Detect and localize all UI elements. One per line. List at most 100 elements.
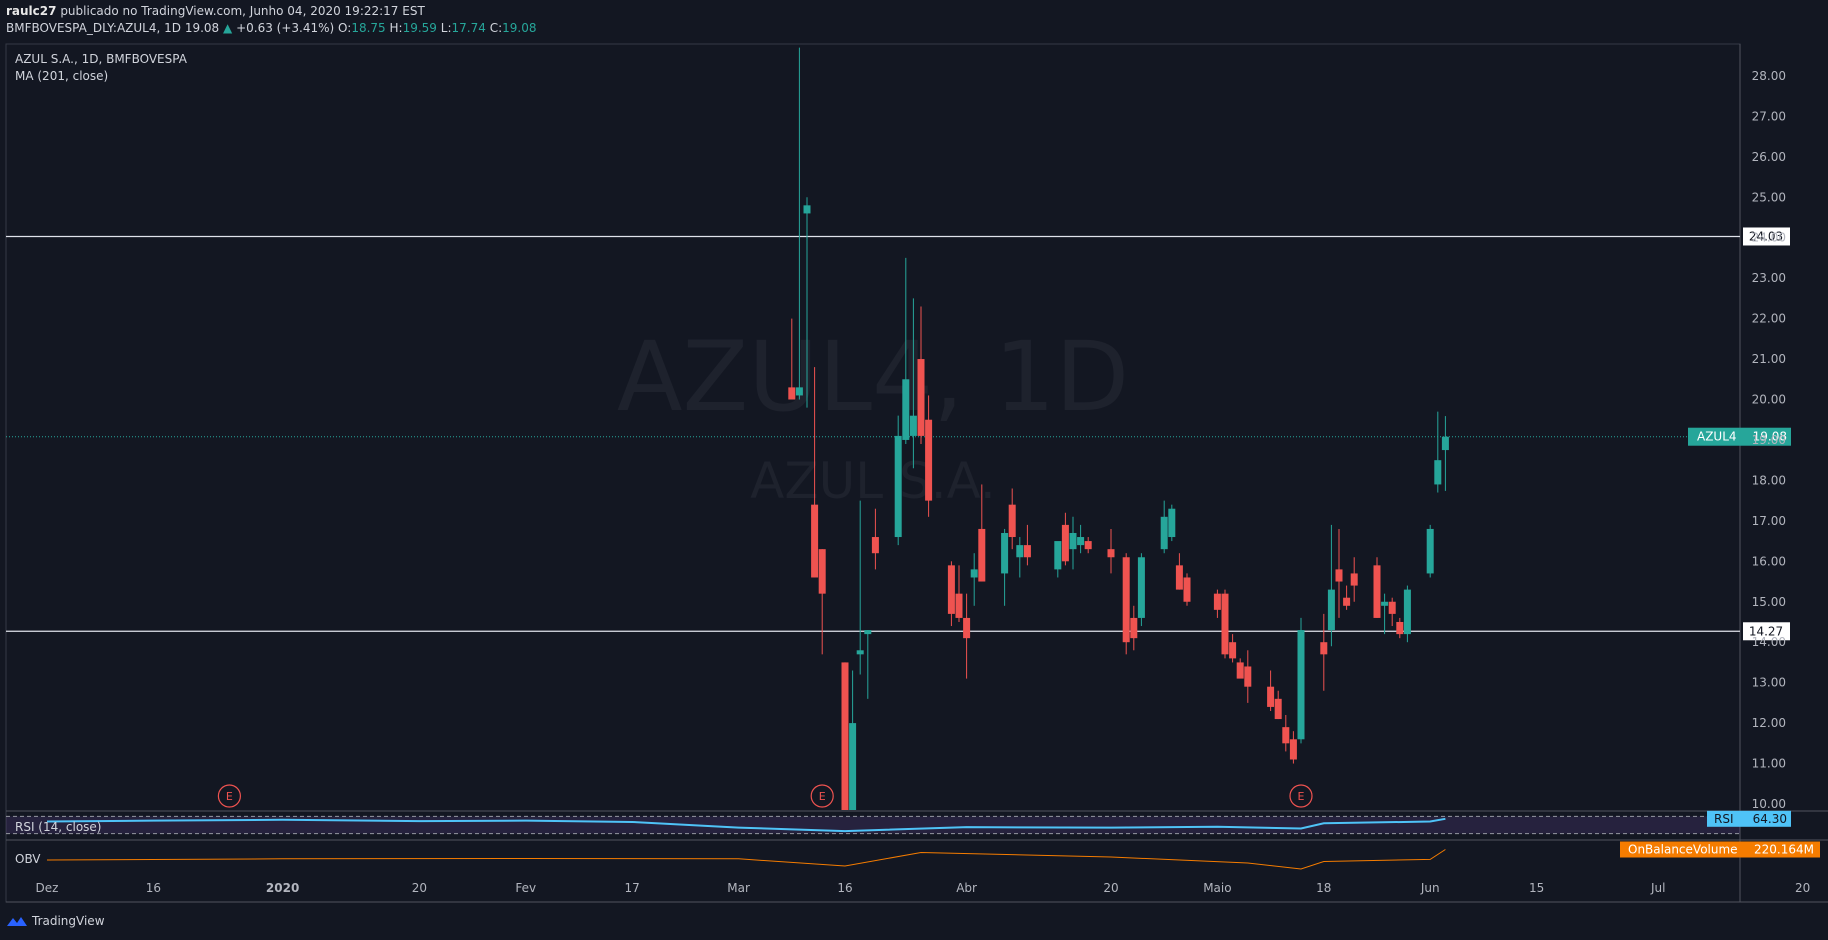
candle-body <box>795 387 803 396</box>
open-value: 18.75 <box>351 21 386 35</box>
watermark-main: AZUL4, 1D <box>617 321 1129 433</box>
level-price-label: 14.27 <box>1749 624 1783 638</box>
level-price-label: 24.03 <box>1749 229 1783 243</box>
legend-ma: MA (201, close) <box>15 69 109 83</box>
time-tick-label: 2020 <box>266 881 299 895</box>
candle-body <box>1327 589 1335 631</box>
price-tick-label: 26.00 <box>1752 150 1786 164</box>
candle-body <box>1274 698 1282 720</box>
price-tick-label: 21.00 <box>1752 352 1786 366</box>
obv-line <box>46 849 1446 870</box>
candle-body <box>1122 557 1130 643</box>
obv-badge-value: 220.164M <box>1754 843 1814 857</box>
candles <box>788 47 1449 810</box>
open-label: O: <box>338 21 352 35</box>
up-arrow-icon: ▲ <box>223 21 233 35</box>
candle-body <box>1023 545 1031 558</box>
candle-body <box>1213 593 1221 610</box>
last-price-value: 19.08 <box>1753 430 1787 444</box>
time-axis: Dez 16 2020 20 Fev 17 Mar 16 Abr 20 Maio 18 Jun 15 Jul… <box>36 881 1811 895</box>
low-value: 17.74 <box>451 21 486 35</box>
time-tick-label: 20 <box>412 881 427 895</box>
earnings-marker <box>217 784 241 808</box>
candle-body <box>1221 593 1229 655</box>
candle-body <box>856 650 864 655</box>
rsi-pane: RSI 64.30 <box>6 810 1828 835</box>
candle-body <box>1350 573 1358 586</box>
time-tick-label: 15 <box>1529 881 1544 895</box>
candle-body <box>978 528 986 582</box>
time-tick-label: 18 <box>1316 881 1331 895</box>
price-tick-label: 12.00 <box>1752 716 1786 730</box>
time-tick-label: 16 <box>146 881 161 895</box>
candle-body <box>1381 601 1389 606</box>
last-price: 19.08 <box>184 21 220 35</box>
candle-body <box>1426 528 1434 574</box>
time-tick-label: 17 <box>625 881 640 895</box>
candle-body <box>902 379 910 440</box>
low-label: L: <box>440 21 452 35</box>
candle-body <box>1008 504 1016 538</box>
symbol-watermark: AZUL4, 1D AZUL S.A. <box>617 321 1129 510</box>
candle-body <box>1183 577 1191 602</box>
candle-body <box>1130 617 1138 639</box>
candle-body <box>1069 532 1077 550</box>
candle-body <box>947 565 955 614</box>
obv-pane: OnBalanceVolume 220.164M <box>6 839 1828 870</box>
candle-body <box>1343 597 1351 606</box>
candle-body <box>1434 460 1442 485</box>
price-tick-label: 23.00 <box>1752 271 1786 285</box>
earnings-marker <box>810 784 834 808</box>
candle-body <box>1061 524 1069 562</box>
price-tick-label: 22.00 <box>1752 312 1786 326</box>
time-tick-label: Maio <box>1203 881 1231 895</box>
earnings-marker <box>1289 784 1313 808</box>
price-tick-label: 17.00 <box>1752 514 1786 528</box>
rsi-line <box>46 817 1446 833</box>
tradingview-logo[interactable]: TradingView <box>6 914 105 928</box>
candle-body <box>1107 549 1115 558</box>
time-tick-label: Abr <box>956 881 977 895</box>
candle-body <box>1396 621 1404 635</box>
watermark-sub: AZUL S.A. <box>750 452 996 510</box>
candle-body <box>849 723 857 810</box>
price-tick-label: 27.00 <box>1752 109 1786 123</box>
published-text: publicado no TradingView.com, Junho 04, … <box>60 4 425 18</box>
rsi-badge <box>1707 810 1791 827</box>
candle-body <box>1175 565 1183 590</box>
horizontal-levels: 24.03 14.27 AZUL4 19.08 <box>6 227 1791 641</box>
price-tick-label: 11.00 <box>1752 757 1786 771</box>
candle-body <box>1137 557 1145 618</box>
close-label: C: <box>489 21 503 35</box>
price-tick-label: 13.00 <box>1752 676 1786 690</box>
candle-body <box>1001 532 1009 574</box>
candle-body <box>1077 537 1085 546</box>
obv-badge-name: OnBalanceVolume <box>1628 843 1738 857</box>
candle-body <box>1084 541 1092 550</box>
candle-body <box>1373 565 1381 618</box>
obv-label: OBV <box>15 852 41 866</box>
level-price-badge <box>1743 227 1790 246</box>
time-tick-label: 16 <box>837 881 852 895</box>
price-tick-label: 10.00 <box>1752 797 1786 811</box>
candle-body <box>1335 569 1343 582</box>
publish-line: raulc27 publicado no TradingView.com, Ju… <box>6 4 425 18</box>
candle-body <box>925 419 933 501</box>
candle-body <box>955 593 963 618</box>
candle-body <box>811 504 819 578</box>
candle-body <box>1403 589 1411 635</box>
time-tick-label: Jul <box>1650 881 1665 895</box>
candle-body <box>894 435 902 538</box>
legend-title: AZUL S.A., 1D, BMFBOVESPA <box>15 52 187 66</box>
price-tick-label: 14.00 <box>1752 635 1786 649</box>
candle-body <box>1244 666 1252 687</box>
candle-body <box>1168 508 1176 538</box>
price-tick-label: 15.00 <box>1752 595 1786 609</box>
price-tick-label: 28.00 <box>1752 69 1786 83</box>
price-tick-label: 24.00 <box>1752 231 1786 245</box>
close-value: 19.08 <box>502 21 537 35</box>
price-tick-label: 16.00 <box>1752 554 1786 568</box>
chart-frame <box>5 43 1828 903</box>
earnings-marker-label: E <box>226 790 233 803</box>
